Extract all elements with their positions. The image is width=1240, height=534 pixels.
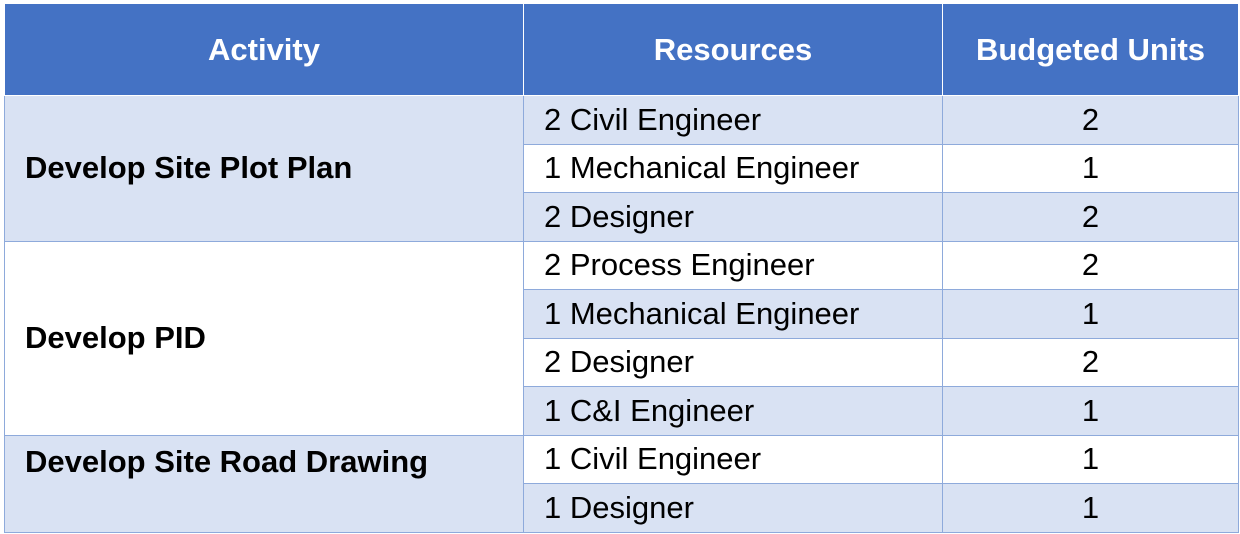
- table-row: 1 C&I Engineer 1: [5, 386, 1239, 436]
- table-body: Develop Site Plot Plan 2 Civil Engineer …: [4, 95, 1239, 533]
- units-cell: 1: [942, 289, 1239, 339]
- resource-cell: 1 Mechanical Engineer: [523, 143, 943, 193]
- header-activity: Activity: [4, 3, 524, 96]
- table-row: 1 Mechanical Engineer 1: [5, 289, 1239, 339]
- resource-table-container: Activity Resources Budgeted Units Develo…: [4, 3, 1239, 533]
- resource-cell: 1 C&I Engineer: [523, 386, 943, 436]
- table-row: Develop PID 2 Process Engineer 2: [4, 240, 1239, 436]
- units-cell: 1: [942, 386, 1239, 436]
- units-cell: 2: [942, 95, 1239, 145]
- activity-cell-site-plot-plan: Develop Site Plot Plan: [4, 95, 524, 242]
- resource-cell: 1 Civil Engineer: [523, 434, 943, 484]
- table-row: 1 Mechanical Engineer 1: [5, 143, 1239, 193]
- resource-cell: 2 Designer: [523, 192, 943, 242]
- table-row: 2 Designer 2: [5, 192, 1239, 242]
- resource-cell: 1 Mechanical Engineer: [523, 289, 943, 339]
- resource-cell: 2 Process Engineer: [523, 240, 943, 290]
- units-cell: 2: [942, 337, 1239, 387]
- header-row: Activity Resources Budgeted Units: [4, 3, 1239, 96]
- units-cell: 1: [942, 434, 1239, 484]
- activity-cell-pid: Develop PID: [4, 240, 524, 436]
- units-cell: 2: [942, 192, 1239, 242]
- resource-cell: 2 Civil Engineer: [523, 95, 943, 145]
- table-header: Activity Resources Budgeted Units: [4, 3, 1239, 96]
- header-resources: Resources: [523, 3, 943, 96]
- resource-table: Activity Resources Budgeted Units Develo…: [4, 3, 1239, 533]
- resource-cell: 1 Designer: [523, 483, 943, 533]
- table-row: 1 Designer 1: [5, 483, 1239, 533]
- table-row: Develop Site Plot Plan 2 Civil Engineer …: [4, 95, 1239, 242]
- resource-cell: 2 Designer: [523, 337, 943, 387]
- table-row: 2 Designer 2: [5, 337, 1239, 387]
- header-budgeted-units: Budgeted Units: [942, 3, 1239, 96]
- units-cell: 2: [942, 240, 1239, 290]
- units-cell: 1: [942, 483, 1239, 533]
- table-row: Develop Site Road Drawing 1 Civil Engine…: [4, 434, 1239, 533]
- units-cell: 1: [942, 143, 1239, 193]
- activity-cell-site-road-drawing: Develop Site Road Drawing: [4, 434, 524, 533]
